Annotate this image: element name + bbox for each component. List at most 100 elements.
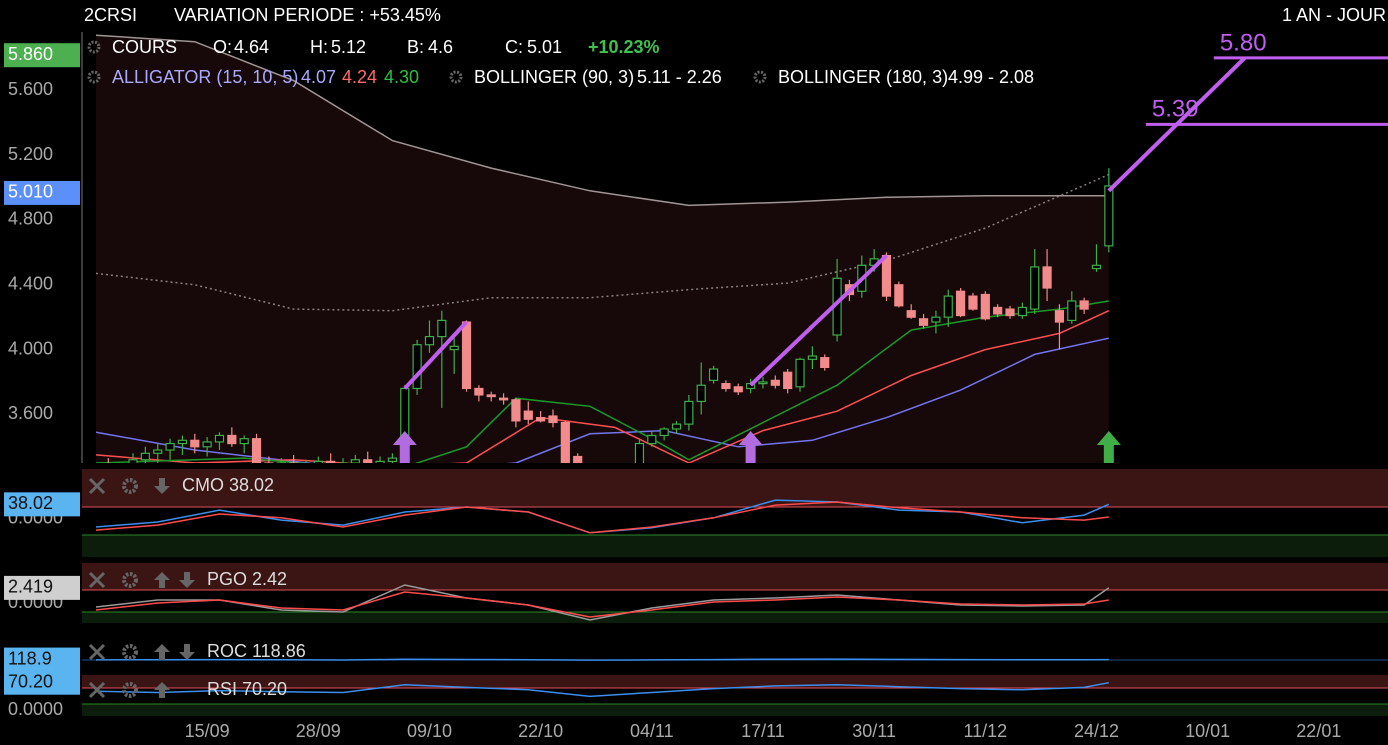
legend-h: H:: [310, 37, 328, 57]
candle-body: [412, 344, 422, 390]
bollinger-fill: [95, 35, 1109, 463]
indicator-line: [95, 681, 1109, 698]
candle-body: [1067, 300, 1077, 322]
indicator-title: RSI 70.20: [207, 679, 287, 699]
candle-body: [202, 441, 212, 448]
candle-body: [684, 400, 694, 425]
candle-body: [326, 460, 336, 463]
move-arrow[interactable]: [154, 682, 170, 698]
candle-body: [363, 459, 373, 463]
candle-body: [486, 394, 496, 398]
legend-h-value: 5.12: [331, 37, 366, 57]
trend-line[interactable]: [749, 254, 888, 387]
candle-body: [1005, 308, 1015, 317]
legend-lips: 4.30: [384, 67, 419, 87]
move-arrow[interactable]: [154, 644, 170, 660]
candle-body: [227, 434, 237, 445]
candle-body: [820, 357, 830, 369]
y-tick-label: 4.400: [8, 274, 53, 294]
legend-jaw: 4.07: [301, 67, 336, 87]
candle-body: [894, 284, 904, 307]
candle-body: [1104, 185, 1114, 247]
indicator-title: PGO 2.42: [207, 569, 287, 589]
close-icon[interactable]: [88, 681, 106, 699]
candle-body: [560, 421, 570, 463]
close-icon[interactable]: [88, 571, 106, 589]
candle-body: [733, 386, 743, 393]
gear-icon[interactable]: [122, 644, 138, 660]
candle-body: [474, 387, 484, 396]
overbought-zone: [82, 563, 1388, 590]
price-label: 5.010: [8, 182, 53, 202]
period[interactable]: 1 AN - JOUR: [1282, 5, 1386, 25]
x-tick-label: 04/11: [630, 721, 674, 741]
candle-body: [449, 345, 459, 351]
candle-body: [980, 293, 990, 320]
legend-b-value: 4.6: [428, 37, 453, 57]
move-arrow[interactable]: [154, 478, 170, 494]
gear-icon[interactable]: [122, 478, 138, 494]
candle-body: [807, 355, 817, 360]
candle-body: [634, 442, 645, 463]
gear-icon[interactable]: [87, 70, 101, 84]
candle-body: [140, 452, 150, 461]
level-label: 5.80: [1220, 29, 1267, 56]
legend-teeth: 4.24: [342, 67, 377, 87]
x-tick-label: 30/11: [852, 721, 896, 741]
gear-icon[interactable]: [122, 682, 138, 698]
y-tick-label: 5.200: [8, 144, 53, 164]
y-tick-label: 3.600: [8, 403, 53, 423]
x-tick-label: 24/12: [1074, 721, 1119, 741]
oversold-zone: [82, 535, 1388, 557]
variation: VARIATION PERIODE : +53.45%: [174, 5, 441, 25]
close-icon[interactable]: [88, 477, 106, 495]
candle-body: [177, 439, 188, 445]
candle-body: [190, 439, 200, 448]
candle-body: [498, 397, 509, 401]
close-icon[interactable]: [88, 643, 106, 661]
candle-body: [165, 442, 175, 451]
candle-body: [1042, 266, 1052, 289]
signal-arrow: [392, 431, 417, 463]
candle-body: [251, 438, 262, 463]
x-tick-label: 22/01: [1296, 721, 1341, 741]
move-arrow[interactable]: [154, 572, 170, 588]
legend-c-value: 5.01: [527, 37, 562, 57]
candle-body: [721, 383, 731, 390]
indicator-line: [95, 658, 1109, 661]
legend-alligator: ALLIGATOR (15, 10, 5): [112, 67, 298, 87]
candle-body: [770, 379, 780, 386]
candle-body: [153, 449, 163, 454]
gear-icon[interactable]: [87, 40, 101, 54]
candle-body: [659, 428, 669, 437]
value-label: 2.419: [8, 577, 53, 597]
value-box: [4, 670, 80, 695]
oversold-zone: [82, 612, 1388, 623]
candle-body: [1091, 264, 1102, 270]
price-box: [4, 180, 80, 205]
legend-c: C:: [505, 37, 523, 57]
move-arrow[interactable]: [179, 572, 195, 588]
move-arrow[interactable]: [179, 644, 195, 660]
y-tick-label: 4.000: [8, 338, 53, 358]
legend-bollinger-values: 4.99 - 2.08: [948, 67, 1034, 87]
oversold-zone: [82, 704, 1388, 716]
indicator-line: [95, 501, 1109, 534]
gear-icon[interactable]: [122, 572, 138, 588]
value-label: 118.9: [8, 648, 52, 668]
gear-icon[interactable]: [449, 70, 463, 84]
value-label: 38.02: [8, 493, 53, 513]
candle-body: [461, 321, 472, 390]
candle-body: [956, 290, 966, 317]
gear-icon[interactable]: [753, 70, 767, 84]
overlay-line: [95, 300, 1109, 463]
candle-body: [128, 459, 138, 463]
x-tick-label: 17/11: [741, 721, 785, 741]
candle-body: [313, 460, 323, 463]
trend-line[interactable]: [403, 320, 468, 390]
value-box: [4, 647, 80, 672]
x-tick-label: 15/09: [185, 721, 230, 741]
candle-body: [906, 310, 916, 318]
value-box: [4, 492, 80, 517]
